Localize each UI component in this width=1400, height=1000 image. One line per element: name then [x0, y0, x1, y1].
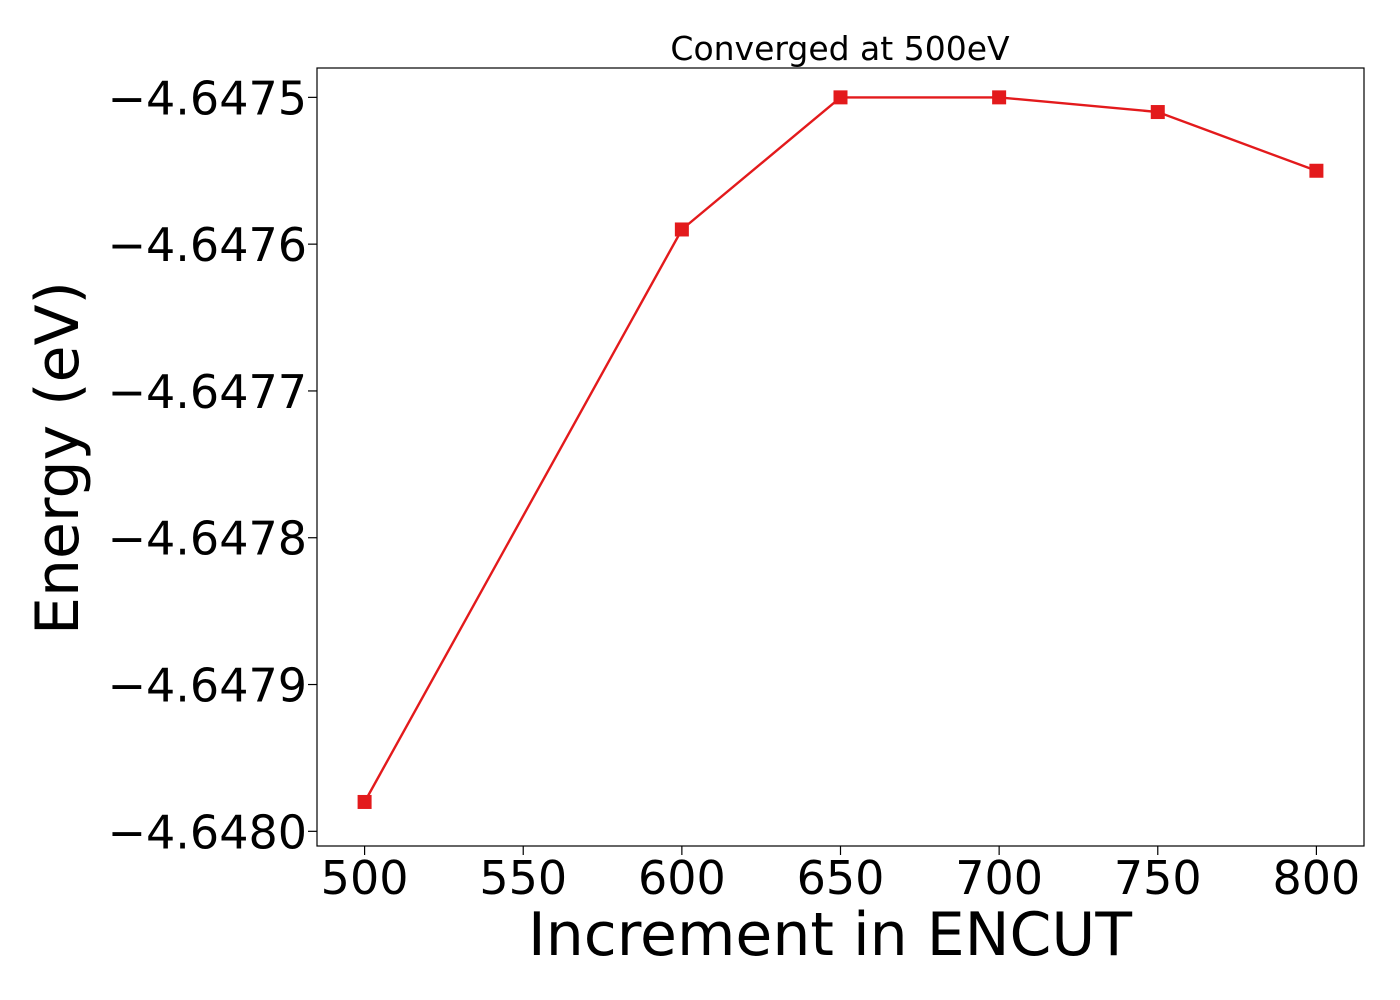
y-axis-title: Energy (eV) [23, 281, 93, 635]
y-tick-label: −4.6476 [108, 218, 308, 272]
data-point-marker [992, 90, 1007, 105]
x-tick-label: 500 [321, 851, 409, 905]
chart-title: Converged at 500eV [670, 29, 1010, 68]
series-line [363, 96, 1317, 803]
y-tick-label: −4.6475 [108, 71, 308, 125]
y-tick-label: −4.6478 [108, 512, 308, 566]
x-tick-label: 800 [1273, 851, 1361, 905]
x-tick-label: 550 [479, 851, 567, 905]
x-axis-ticks: 500 550 600 650 700 750 800 [321, 846, 1361, 905]
x-axis-title: Increment in ENCUT [528, 900, 1132, 970]
x-tick-label: 650 [797, 851, 885, 905]
y-tick-label: −4.6477 [108, 365, 308, 419]
y-tick-label: −4.6479 [108, 659, 308, 713]
y-tick-label: −4.6480 [108, 805, 308, 859]
x-tick-label: 700 [955, 851, 1043, 905]
x-tick-label: 750 [1114, 851, 1202, 905]
x-tick-label: 600 [638, 851, 726, 905]
data-point-marker [1309, 163, 1324, 178]
data-point-marker [1150, 105, 1165, 120]
data-point-marker [357, 794, 372, 809]
plot-area [357, 90, 1324, 809]
plot-frame [316, 67, 1365, 847]
data-point-marker [833, 90, 848, 105]
data-point-marker [674, 222, 689, 237]
y-axis-ticks: −4.6480 −4.6479 −4.6478 −4.6477 −4.6476 −4.64… [108, 71, 317, 859]
